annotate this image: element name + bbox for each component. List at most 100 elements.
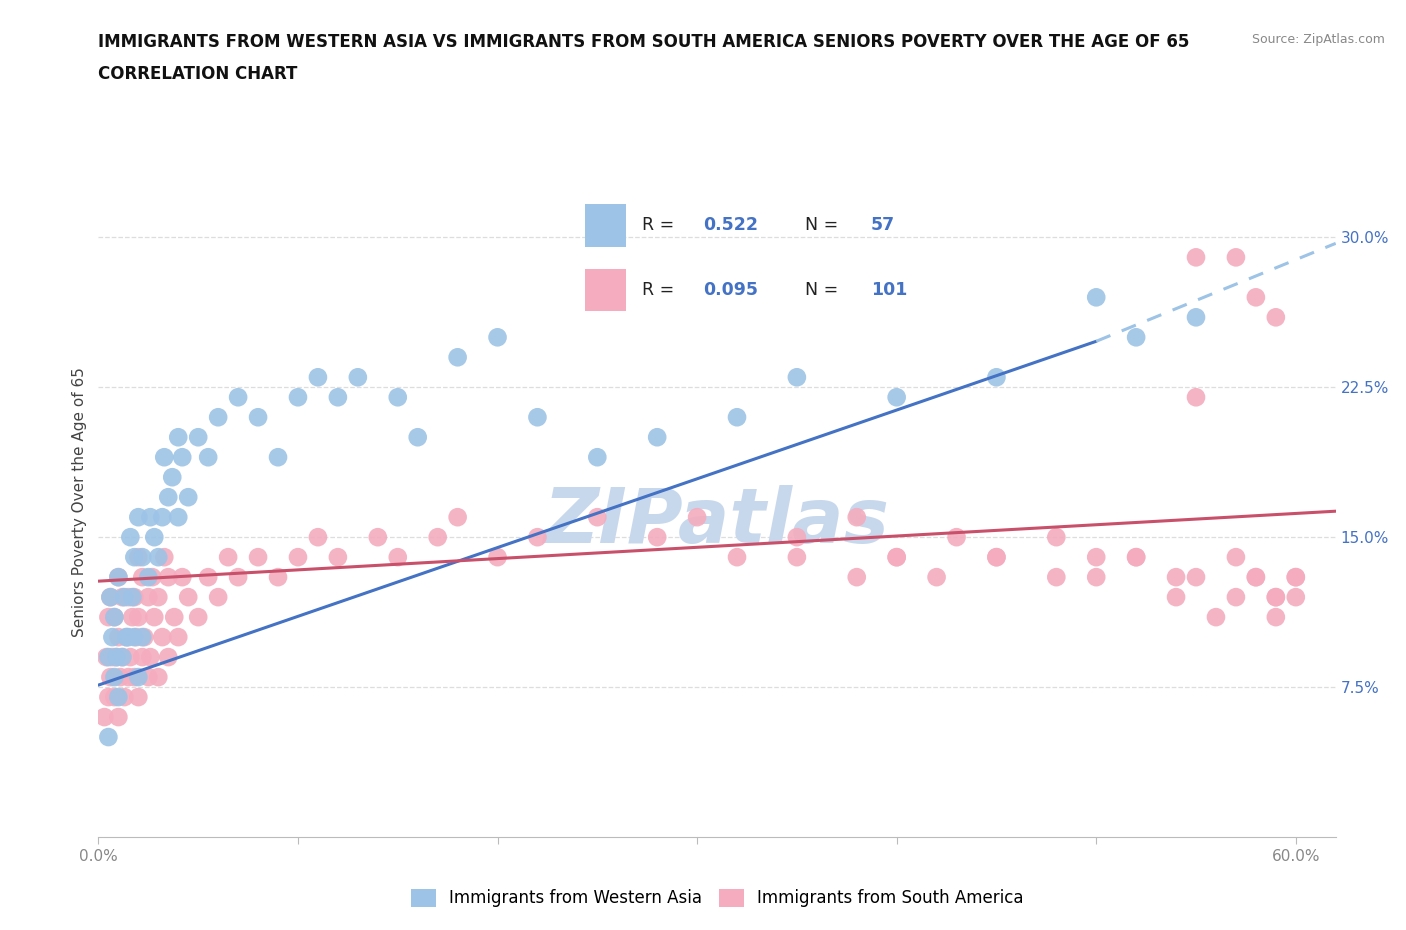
Legend: Immigrants from Western Asia, Immigrants from South America: Immigrants from Western Asia, Immigrants… [402, 881, 1032, 916]
Point [586, 450, 609, 465]
Point [426, 530, 449, 545]
Point [134, 630, 156, 644]
Point [124, 670, 146, 684]
Point [945, 530, 967, 545]
Point [127, 510, 149, 525]
Point [150, 510, 173, 525]
Point [1244, 570, 1267, 585]
Text: CORRELATION CHART: CORRELATION CHART [98, 65, 298, 83]
Point [387, 550, 409, 565]
Point [247, 410, 270, 425]
Point [172, 570, 194, 585]
Point [1225, 590, 1247, 604]
Point [187, 610, 209, 625]
Point [486, 330, 509, 345]
Point [207, 410, 229, 425]
Point [1125, 330, 1147, 345]
Point [486, 550, 509, 565]
Point [845, 510, 868, 525]
Point [1185, 390, 1208, 405]
Point [1085, 290, 1108, 305]
Point [127, 550, 149, 565]
Point [886, 550, 908, 565]
Text: Source: ZipAtlas.com: Source: ZipAtlas.com [1251, 33, 1385, 46]
Point [1285, 570, 1308, 585]
Point [307, 530, 329, 545]
Point [153, 450, 176, 465]
Point [107, 710, 129, 724]
Point [101, 630, 124, 644]
Point [110, 670, 132, 684]
Point [111, 590, 134, 604]
Point [725, 550, 748, 565]
Point [725, 410, 748, 425]
Text: IMMIGRANTS FROM WESTERN ASIA VS IMMIGRANTS FROM SOUTH AMERICA SENIORS POVERTY OV: IMMIGRANTS FROM WESTERN ASIA VS IMMIGRAN… [98, 33, 1189, 50]
Point [131, 630, 153, 644]
Y-axis label: Seniors Poverty Over the Age of 65: Seniors Poverty Over the Age of 65 [72, 367, 87, 637]
Point [986, 370, 1008, 385]
Point [157, 490, 180, 505]
Point [406, 430, 429, 445]
Point [105, 650, 128, 665]
Point [107, 690, 129, 705]
Point [1164, 570, 1187, 585]
Point [127, 610, 149, 625]
Point [845, 570, 868, 585]
Point [1264, 590, 1286, 604]
Point [100, 590, 122, 604]
Point [226, 570, 249, 585]
Point [446, 350, 468, 365]
Point [167, 630, 190, 644]
Point [139, 650, 162, 665]
Point [93, 710, 115, 724]
Point [148, 670, 170, 684]
Point [112, 590, 135, 604]
Point [172, 450, 194, 465]
Point [217, 550, 239, 565]
Point [148, 590, 170, 604]
Point [187, 430, 209, 445]
Point [925, 570, 948, 585]
Point [107, 570, 129, 585]
Point [103, 610, 125, 625]
Point [786, 550, 808, 565]
Point [127, 690, 149, 705]
Point [886, 390, 908, 405]
Point [526, 410, 548, 425]
Point [267, 570, 290, 585]
Point [121, 590, 143, 604]
Point [197, 450, 219, 465]
Point [387, 390, 409, 405]
Point [207, 590, 229, 604]
Point [326, 390, 349, 405]
Point [157, 570, 180, 585]
Point [1045, 570, 1067, 585]
Point [131, 570, 153, 585]
Point [103, 670, 125, 684]
Point [100, 590, 122, 604]
Point [96, 650, 118, 665]
Point [1125, 550, 1147, 565]
Point [1264, 610, 1286, 625]
Point [162, 470, 184, 485]
Point [1085, 570, 1108, 585]
Point [157, 650, 180, 665]
Point [786, 530, 808, 545]
Point [1185, 250, 1208, 265]
Point [177, 490, 200, 505]
Point [1244, 290, 1267, 305]
Point [1225, 250, 1247, 265]
Point [103, 690, 125, 705]
Point [97, 610, 120, 625]
Point [307, 370, 329, 385]
Point [446, 510, 468, 525]
Point [150, 630, 173, 644]
Point [1125, 550, 1147, 565]
Point [786, 370, 808, 385]
Point [136, 590, 159, 604]
Point [115, 630, 138, 644]
Point [121, 610, 143, 625]
Point [107, 570, 129, 585]
Point [1285, 570, 1308, 585]
Point [124, 590, 146, 604]
